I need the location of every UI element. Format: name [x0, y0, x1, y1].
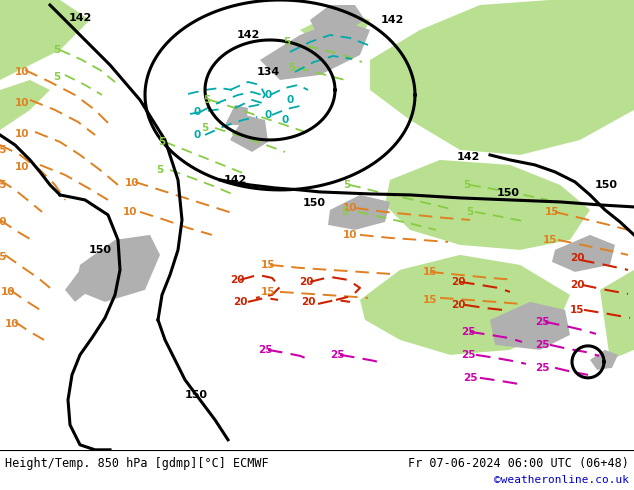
Polygon shape	[360, 255, 570, 355]
Text: 20: 20	[570, 280, 585, 290]
Polygon shape	[590, 350, 618, 370]
Polygon shape	[310, 5, 365, 32]
Text: 15: 15	[0, 180, 7, 190]
Polygon shape	[328, 195, 390, 230]
Text: 25: 25	[534, 363, 549, 373]
Text: 10: 10	[1, 287, 15, 297]
Text: 15: 15	[570, 305, 585, 315]
Text: 0: 0	[193, 107, 200, 117]
Text: 25: 25	[461, 350, 476, 360]
Text: 10: 10	[0, 217, 7, 227]
Text: 5: 5	[202, 123, 209, 133]
Text: 15: 15	[261, 260, 275, 270]
Polygon shape	[370, 0, 634, 155]
Polygon shape	[65, 270, 90, 302]
Text: 0: 0	[264, 110, 271, 120]
Text: 10: 10	[15, 129, 29, 139]
Text: 20: 20	[570, 253, 585, 263]
Text: Height/Temp. 850 hPa [gdmp][°C] ECMWF: Height/Temp. 850 hPa [gdmp][°C] ECMWF	[5, 457, 269, 470]
Text: 0: 0	[264, 90, 271, 100]
Text: 142: 142	[380, 15, 404, 25]
Text: 20: 20	[230, 275, 244, 285]
Polygon shape	[260, 20, 370, 80]
Text: 25: 25	[330, 350, 344, 360]
Text: 5: 5	[341, 207, 349, 217]
Text: 15: 15	[545, 207, 559, 217]
Text: 0: 0	[193, 130, 200, 140]
Text: 142: 142	[223, 175, 247, 185]
Text: 15: 15	[0, 145, 7, 155]
Text: 142: 142	[236, 30, 260, 40]
Text: 5: 5	[157, 165, 164, 175]
Text: 150: 150	[89, 245, 112, 255]
Text: 5: 5	[53, 72, 61, 82]
Text: 142: 142	[456, 152, 480, 162]
Text: 5: 5	[53, 45, 61, 55]
Text: 10: 10	[15, 162, 29, 172]
Text: 5: 5	[158, 137, 165, 147]
Text: 15: 15	[423, 295, 437, 305]
Text: 5: 5	[283, 37, 290, 47]
Text: 134: 134	[256, 67, 280, 77]
Text: 15: 15	[543, 235, 557, 245]
Text: Fr 07-06-2024 06:00 UTC (06+48): Fr 07-06-2024 06:00 UTC (06+48)	[408, 457, 629, 470]
Text: 15: 15	[0, 252, 7, 262]
Text: 10: 10	[4, 319, 19, 329]
Text: 150: 150	[302, 198, 325, 208]
Text: 150: 150	[595, 180, 618, 190]
Text: 5: 5	[463, 180, 470, 190]
Text: 20: 20	[299, 277, 313, 287]
Polygon shape	[385, 160, 590, 250]
Text: 10: 10	[343, 203, 357, 213]
Text: 20: 20	[233, 297, 247, 307]
Text: 0: 0	[287, 95, 294, 105]
Text: 142: 142	[68, 13, 92, 23]
Text: 0: 0	[281, 115, 288, 125]
Polygon shape	[300, 10, 370, 45]
Text: 25: 25	[534, 340, 549, 350]
Polygon shape	[225, 105, 248, 125]
Polygon shape	[75, 235, 160, 302]
Text: 10: 10	[15, 98, 29, 108]
Text: 150: 150	[496, 188, 519, 198]
Text: 25: 25	[463, 373, 477, 383]
Polygon shape	[560, 40, 634, 90]
Text: 20: 20	[451, 300, 465, 310]
Text: 5: 5	[288, 63, 295, 73]
Polygon shape	[230, 115, 268, 152]
Text: 25: 25	[258, 345, 272, 355]
Polygon shape	[600, 270, 634, 360]
Text: 15: 15	[261, 287, 275, 297]
Polygon shape	[490, 302, 570, 350]
Text: 10: 10	[15, 67, 29, 77]
Text: 25: 25	[461, 327, 476, 337]
Text: ©weatheronline.co.uk: ©weatheronline.co.uk	[494, 475, 629, 485]
Text: 10: 10	[123, 207, 137, 217]
Text: 5: 5	[467, 207, 474, 217]
Polygon shape	[0, 80, 50, 130]
Text: 15: 15	[423, 267, 437, 277]
Text: 5: 5	[204, 95, 210, 105]
Text: 25: 25	[534, 317, 549, 327]
Text: 150: 150	[184, 390, 207, 400]
Text: 10: 10	[343, 230, 357, 240]
Polygon shape	[0, 0, 90, 80]
Text: 10: 10	[125, 178, 139, 188]
Text: 20: 20	[301, 297, 315, 307]
Polygon shape	[552, 235, 615, 272]
Text: 20: 20	[451, 277, 465, 287]
Text: 5: 5	[344, 180, 351, 190]
